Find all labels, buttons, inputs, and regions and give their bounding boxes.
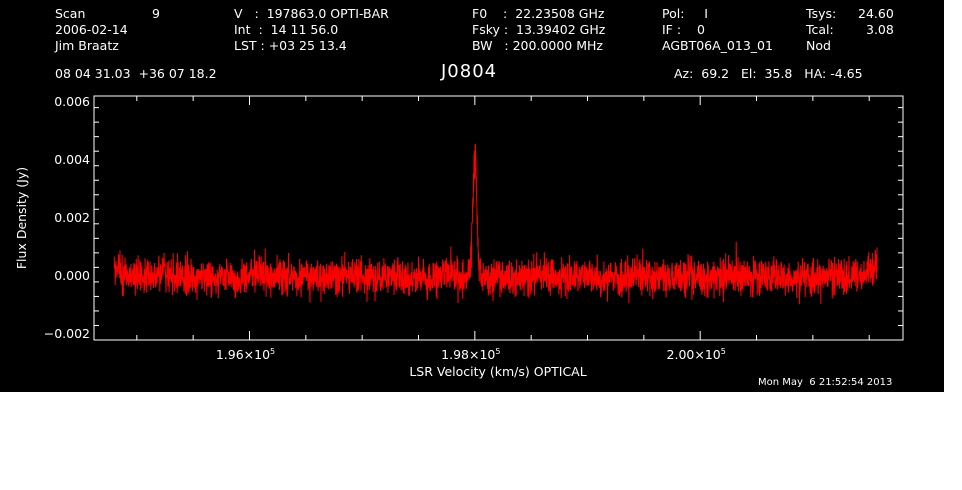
f0-line: F0 : 22.23508 GHz	[472, 6, 605, 21]
fsky-line: Fsky : 13.39402 GHz	[472, 22, 606, 37]
plot-panel: Scan 9 2006-02-14 Jim Braatz V : 197863.…	[0, 0, 944, 392]
y-tick-label: 0.006	[54, 94, 90, 109]
timestamp: Mon May 6 21:52:54 2013	[758, 377, 893, 388]
pointing-info: Az: 69.2 El: 35.8 HA: -4.65	[674, 66, 863, 81]
tcal-label: Tcal:	[806, 22, 834, 37]
source-name: J0804	[441, 61, 498, 82]
spectrum-chart: 1.96×105 1.98×105 2.00×105 −0.002 0.000 0.002…	[14, 94, 904, 379]
lst-line: LST : +03 25 13.4	[234, 38, 347, 53]
tcal-value: 3.08	[866, 22, 894, 37]
obs-date: 2006-02-14	[55, 22, 128, 37]
tsys-label: Tsys:	[806, 6, 837, 21]
x-tick-label: 1.96×105	[216, 347, 275, 362]
source-coordinates: 08 04 31.03 +36 07 18.2	[55, 66, 217, 81]
y-tick-label: 0.002	[54, 210, 90, 225]
y-tick-label: −0.002	[44, 326, 90, 341]
spectrum-series-line	[113, 143, 878, 305]
y-axis-label: Flux Density (Jy)	[14, 167, 29, 269]
scan-value: 9	[152, 6, 160, 21]
velocity-line: V : 197863.0 OPTI-BAR	[234, 6, 389, 21]
project-id: AGBT06A_013_01	[662, 38, 773, 53]
bandwidth-line: BW : 200.0000 MHz	[472, 38, 603, 53]
pol-line: Pol: I	[662, 6, 708, 21]
observing-mode: Nod	[806, 38, 831, 53]
x-axis-label: LSR Velocity (km/s) OPTICAL	[409, 364, 586, 379]
axes-frame	[93, 95, 904, 341]
y-tick-label: 0.000	[54, 268, 90, 283]
x-tick-label: 1.98×105	[441, 347, 500, 362]
tsys-value: 24.60	[858, 6, 894, 21]
x-tick-label: 2.00×105	[667, 347, 726, 362]
axis-ticks: 1.96×105 1.98×105 2.00×105 −0.002 0.000 0.002…	[44, 94, 903, 362]
if-line: IF : 0	[662, 22, 705, 37]
observer-name: Jim Braatz	[55, 38, 119, 53]
scan-label: Scan	[55, 6, 86, 21]
integration-line: Int : 14 11 56.0	[234, 22, 339, 37]
y-tick-label: 0.004	[54, 152, 90, 167]
spectrum-trace-layer	[113, 143, 878, 305]
